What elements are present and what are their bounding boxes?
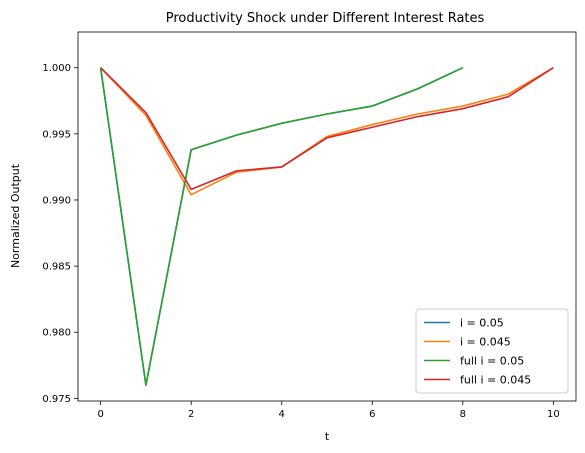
y-axis-title: Normalized Output — [9, 163, 22, 268]
x-tick-label: 6 — [369, 409, 375, 420]
x-axis-ticks: 0 2 4 6 8 10 — [97, 401, 560, 420]
x-tick-label: 2 — [188, 409, 194, 420]
legend-box — [415, 308, 569, 394]
chart-title: Productivity Shock under Different Inter… — [166, 11, 485, 26]
x-tick-label: 10 — [547, 409, 560, 420]
legend: i = 0.05 i = 0.045 full i = 0.05 full i = 0… — [415, 308, 569, 394]
y-tick-label: 1.000 — [42, 63, 71, 74]
series-line-3 — [99, 66, 464, 386]
y-tick-label: 0.990 — [42, 195, 71, 206]
y-tick-label: 0.980 — [42, 328, 71, 339]
y-tick-label: 0.975 — [42, 394, 71, 405]
x-tick-label: 0 — [97, 409, 103, 420]
legend-label: i = 0.05 — [460, 317, 504, 330]
y-tick-label: 0.995 — [42, 129, 71, 140]
legend-label: i = 0.045 — [460, 336, 511, 349]
legend-label: full i = 0.045 — [460, 374, 531, 387]
series-layer — [99, 66, 554, 386]
legend-label: full i = 0.05 — [460, 355, 524, 368]
series-line-4 — [100, 67, 554, 191]
y-tick-label: 0.985 — [42, 262, 71, 273]
x-tick-label: 4 — [279, 409, 285, 420]
plot-area: 0 2 4 6 8 10 0.975 0.980 0.985 0.990 0.995 1.000 — [42, 31, 577, 420]
plot-frame — [77, 31, 577, 402]
y-axis-ticks: 0.975 0.980 0.985 0.990 0.995 1.000 — [42, 63, 78, 405]
series-line-2 — [100, 67, 554, 196]
x-axis-title: t — [325, 430, 330, 443]
x-tick-label: 8 — [460, 409, 466, 420]
